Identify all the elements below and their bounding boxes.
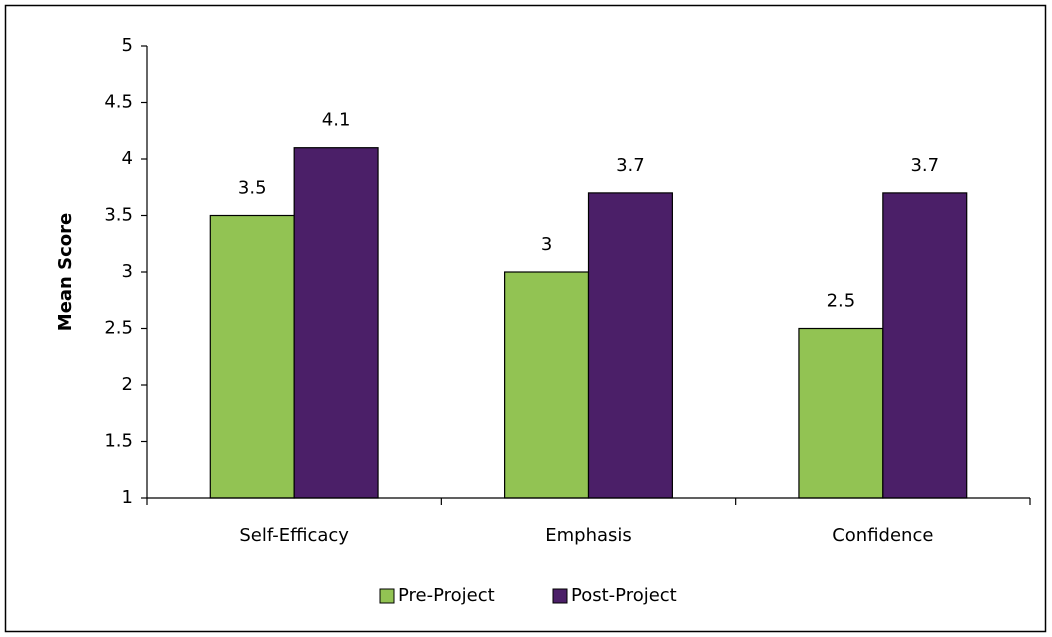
x-tick-label: Confidence bbox=[832, 525, 933, 546]
x-tick-label: Self-Efficacy bbox=[239, 525, 349, 546]
bar bbox=[587, 192, 673, 499]
data-label: 3.7 bbox=[910, 155, 939, 176]
x-tick-label: Emphasis bbox=[545, 525, 632, 546]
y-tick-label: 5 bbox=[122, 35, 133, 56]
data-label: 3.5 bbox=[238, 178, 267, 199]
y-tick-label: 3 bbox=[122, 261, 133, 282]
legend-swatch bbox=[552, 588, 568, 604]
legend-label: Pre-Project bbox=[398, 585, 495, 606]
data-label: 3.7 bbox=[616, 155, 645, 176]
bar bbox=[798, 327, 884, 499]
bar bbox=[293, 147, 379, 499]
legend-swatch bbox=[379, 588, 395, 604]
legend-label: Post-Project bbox=[571, 585, 677, 606]
y-axis-title: Mean Score bbox=[55, 213, 76, 331]
y-tick-label: 4.5 bbox=[104, 92, 133, 113]
data-label: 3 bbox=[541, 234, 552, 255]
y-tick-label: 1 bbox=[122, 487, 133, 508]
y-tick-label: 2.5 bbox=[104, 318, 133, 339]
y-tick-label: 3.5 bbox=[104, 205, 133, 226]
data-label: 4.1 bbox=[322, 110, 351, 131]
y-tick-label: 2 bbox=[122, 374, 133, 395]
data-label: 2.5 bbox=[827, 291, 856, 312]
bar bbox=[504, 271, 590, 499]
y-tick-label: 1.5 bbox=[104, 431, 133, 452]
bar bbox=[209, 214, 295, 499]
bar bbox=[882, 192, 968, 499]
y-tick-label: 4 bbox=[122, 148, 133, 169]
